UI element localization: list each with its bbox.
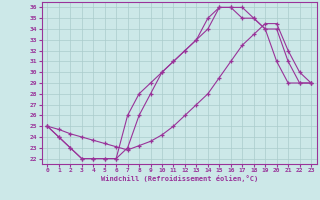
X-axis label: Windchill (Refroidissement éolien,°C): Windchill (Refroidissement éolien,°C): [100, 175, 258, 182]
